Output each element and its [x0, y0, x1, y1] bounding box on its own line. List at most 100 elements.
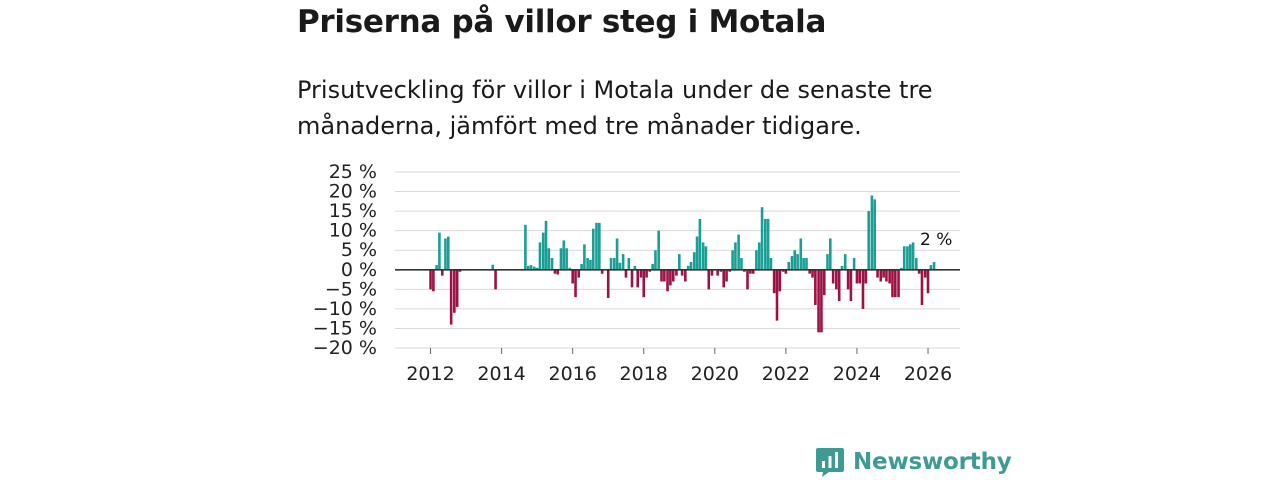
bar: [861, 269, 865, 309]
y-tick-label: 15 %: [329, 200, 377, 222]
bar: [722, 269, 725, 288]
bar: [589, 260, 592, 270]
bar: [577, 269, 581, 278]
bar: [538, 242, 542, 270]
bar-layer: [429, 195, 936, 333]
brand[interactable]: Newsworthy: [815, 446, 1012, 478]
x-tick-label: 2020: [691, 363, 739, 385]
bar: [612, 258, 616, 270]
bar: [491, 264, 495, 270]
brand-name: Newsworthy: [853, 449, 1012, 475]
bar: [805, 258, 808, 270]
bar: [598, 222, 601, 270]
bar: [908, 244, 912, 270]
bar: [630, 269, 634, 288]
bar: [728, 269, 732, 272]
bar: [876, 269, 879, 278]
bar: [757, 242, 761, 270]
bar: [796, 254, 799, 270]
bar: [654, 250, 657, 270]
bar: [689, 261, 693, 270]
x-tick-label: 2022: [762, 363, 810, 385]
bar: [879, 269, 883, 282]
bar: [725, 269, 728, 282]
bar: [766, 218, 770, 270]
bar: [432, 269, 435, 292]
bar: [440, 269, 444, 276]
bar: [453, 269, 456, 313]
bar: [873, 199, 877, 270]
bar: [867, 211, 870, 270]
bar: [799, 238, 803, 270]
bar: [917, 269, 921, 274]
bar: [852, 258, 856, 270]
x-tick-label: 2026: [904, 363, 952, 385]
bar: [926, 269, 930, 294]
chart-title: Priserna på villor steg i Motala: [297, 4, 827, 40]
newsworthy-logo-icon: [816, 448, 844, 477]
bar: [929, 265, 933, 270]
bar: [550, 258, 554, 270]
bar: [808, 269, 811, 274]
bar: [698, 218, 702, 270]
bar: [541, 232, 545, 270]
bar: [787, 261, 791, 270]
bar: [455, 269, 459, 307]
bar: [769, 258, 773, 270]
bar: [835, 269, 838, 290]
bar: [692, 252, 696, 270]
bar: [444, 238, 447, 270]
bar: [535, 267, 539, 270]
bar: [817, 269, 820, 333]
bar: [716, 269, 719, 276]
bar: [802, 258, 805, 270]
bar: [663, 269, 666, 282]
bar: [529, 265, 533, 270]
axis-layer: [395, 268, 960, 354]
bar: [781, 269, 785, 272]
y-tick-label: −15 %: [313, 317, 377, 339]
bar: [435, 265, 438, 270]
bar: [645, 269, 648, 278]
bar: [642, 269, 646, 298]
bar: [822, 269, 826, 296]
x-tick-label: 2014: [477, 363, 525, 385]
bar: [858, 269, 862, 284]
y-tick-label: −5 %: [325, 278, 377, 300]
bar: [680, 269, 684, 276]
bar: [544, 220, 548, 270]
bar: [586, 258, 589, 270]
bar: [820, 269, 823, 333]
bar: [888, 269, 891, 284]
bar: [606, 269, 610, 298]
bar: [755, 250, 758, 270]
x-tick-label: 2012: [406, 363, 454, 385]
chart-subtitle: Prisutveckling för villor i Motala under…: [297, 76, 933, 140]
bar: [559, 248, 563, 270]
bar: [900, 267, 903, 270]
bar: [565, 248, 568, 270]
bar: [826, 254, 829, 270]
bar: [902, 246, 906, 270]
bar: [571, 269, 574, 284]
bar: [932, 261, 936, 270]
bar: [885, 269, 888, 282]
bar: [763, 218, 767, 270]
bar: [494, 269, 497, 290]
bar: [660, 269, 663, 282]
bar: [429, 269, 432, 290]
bar: [837, 269, 841, 302]
bar: [751, 269, 755, 274]
bar: [633, 265, 637, 270]
bar: [568, 267, 572, 270]
bar: [553, 269, 557, 274]
bar: [675, 269, 678, 276]
bar: [790, 256, 794, 270]
y-tick-label: 10 %: [329, 220, 377, 242]
bar: [556, 269, 560, 275]
bar: [923, 269, 927, 278]
bar: [526, 265, 530, 270]
bar: [677, 254, 681, 270]
bar: [615, 238, 619, 270]
